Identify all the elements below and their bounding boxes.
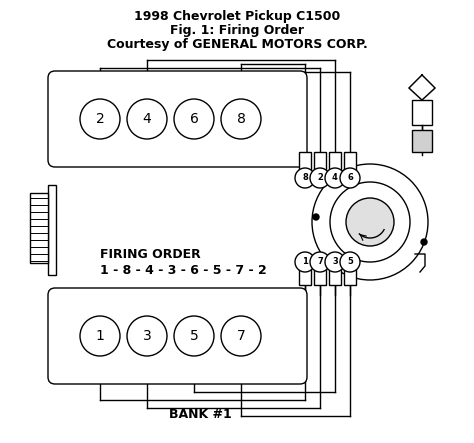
- Circle shape: [295, 168, 315, 188]
- Circle shape: [80, 99, 120, 139]
- Bar: [299, 152, 311, 175]
- Text: 1: 1: [302, 257, 308, 267]
- Circle shape: [221, 316, 261, 356]
- Circle shape: [421, 239, 427, 245]
- Text: 3: 3: [143, 329, 151, 343]
- Circle shape: [310, 252, 330, 272]
- Text: 1: 1: [96, 329, 104, 343]
- Circle shape: [295, 252, 315, 272]
- FancyBboxPatch shape: [48, 71, 307, 167]
- Circle shape: [127, 316, 167, 356]
- Text: 2: 2: [317, 174, 323, 183]
- Text: 6: 6: [190, 112, 199, 126]
- Text: 2: 2: [96, 112, 104, 126]
- Text: 5: 5: [347, 257, 353, 267]
- Circle shape: [127, 99, 167, 139]
- Text: 4: 4: [332, 174, 338, 183]
- Bar: [412, 100, 432, 125]
- Bar: [30, 193, 48, 263]
- FancyBboxPatch shape: [48, 288, 307, 384]
- Bar: [412, 130, 432, 152]
- Circle shape: [330, 182, 410, 262]
- Text: FIRING ORDER: FIRING ORDER: [100, 249, 201, 261]
- Text: BANK #1: BANK #1: [169, 408, 231, 421]
- Text: 8: 8: [237, 112, 246, 126]
- Circle shape: [310, 168, 330, 188]
- Bar: [344, 152, 356, 175]
- Polygon shape: [409, 75, 435, 100]
- Text: 8: 8: [302, 174, 308, 183]
- Text: 7: 7: [237, 329, 246, 343]
- Text: Fig. 1: Firing Order: Fig. 1: Firing Order: [170, 24, 304, 37]
- Text: 4: 4: [143, 112, 151, 126]
- Text: 6: 6: [347, 174, 353, 183]
- Circle shape: [313, 214, 319, 220]
- Circle shape: [346, 198, 394, 246]
- Text: 7: 7: [317, 257, 323, 267]
- Circle shape: [312, 164, 428, 280]
- Bar: [48, 185, 56, 275]
- Bar: [329, 265, 341, 285]
- Text: 3: 3: [332, 257, 338, 267]
- Bar: [314, 265, 326, 285]
- Bar: [329, 152, 341, 175]
- Circle shape: [340, 168, 360, 188]
- Text: 1 - 8 - 4 - 3 - 6 - 5 - 7 - 2: 1 - 8 - 4 - 3 - 6 - 5 - 7 - 2: [100, 264, 267, 276]
- Circle shape: [80, 316, 120, 356]
- Bar: [314, 152, 326, 175]
- Circle shape: [174, 316, 214, 356]
- Circle shape: [325, 252, 345, 272]
- Text: 1998 Chevrolet Pickup C1500: 1998 Chevrolet Pickup C1500: [134, 10, 340, 23]
- Text: 5: 5: [190, 329, 199, 343]
- Circle shape: [325, 168, 345, 188]
- Bar: [344, 265, 356, 285]
- Bar: [299, 265, 311, 285]
- Text: Courtesy of GENERAL MOTORS CORP.: Courtesy of GENERAL MOTORS CORP.: [107, 38, 367, 51]
- Circle shape: [340, 252, 360, 272]
- Circle shape: [221, 99, 261, 139]
- Circle shape: [174, 99, 214, 139]
